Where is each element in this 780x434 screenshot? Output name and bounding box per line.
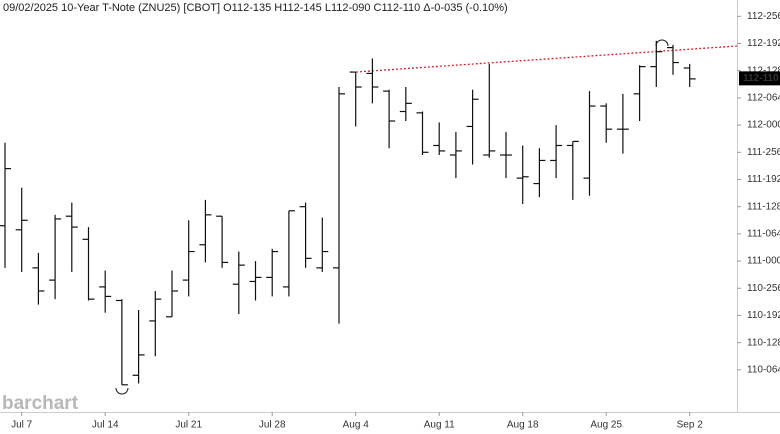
watermark: barchart [2,393,79,414]
x-tick-label: Jul 7 [11,420,33,431]
y-tick-label: 112-128 [747,65,780,76]
x-tick-label: Aug 18 [507,420,539,431]
swing-marker [655,39,669,47]
y-tick-label: 110-192 [747,310,780,321]
y-tick-label: 111-000 [747,256,780,267]
y-tick-label: 110-128 [747,337,780,348]
x-tick-label: Jul 21 [175,420,202,431]
x-tick-label: Jul 14 [92,420,119,431]
x-tick-label: Jul 28 [259,420,286,431]
chart-title: 09/02/2025 10-Year T-Note (ZNU25) [CBOT]… [3,2,508,14]
y-tick-label: 111-064 [747,229,780,240]
y-tick-label: 112-192 [747,38,780,49]
x-tick-label: Aug 25 [590,420,622,431]
y-tick-label: 111-192 [747,174,780,185]
y-tick-label: 111-128 [747,201,780,212]
last-price-label: 112-110 [743,73,779,84]
y-tick-label: 112-256 [747,11,780,22]
swing-marker [115,387,129,395]
y-tick-label: 110-256 [747,283,780,294]
last-price-box [739,71,780,86]
y-tick-label: 110-064 [747,364,780,375]
y-tick-label: 112-000 [747,120,780,131]
y-tick-label: 112-064 [747,93,780,104]
y-tick-label: 111-256 [747,147,780,158]
trend-line [355,45,738,73]
x-tick-label: Aug 4 [343,420,370,431]
x-tick-label: Sep 2 [677,420,704,431]
x-tick-label: Aug 11 [424,420,455,431]
